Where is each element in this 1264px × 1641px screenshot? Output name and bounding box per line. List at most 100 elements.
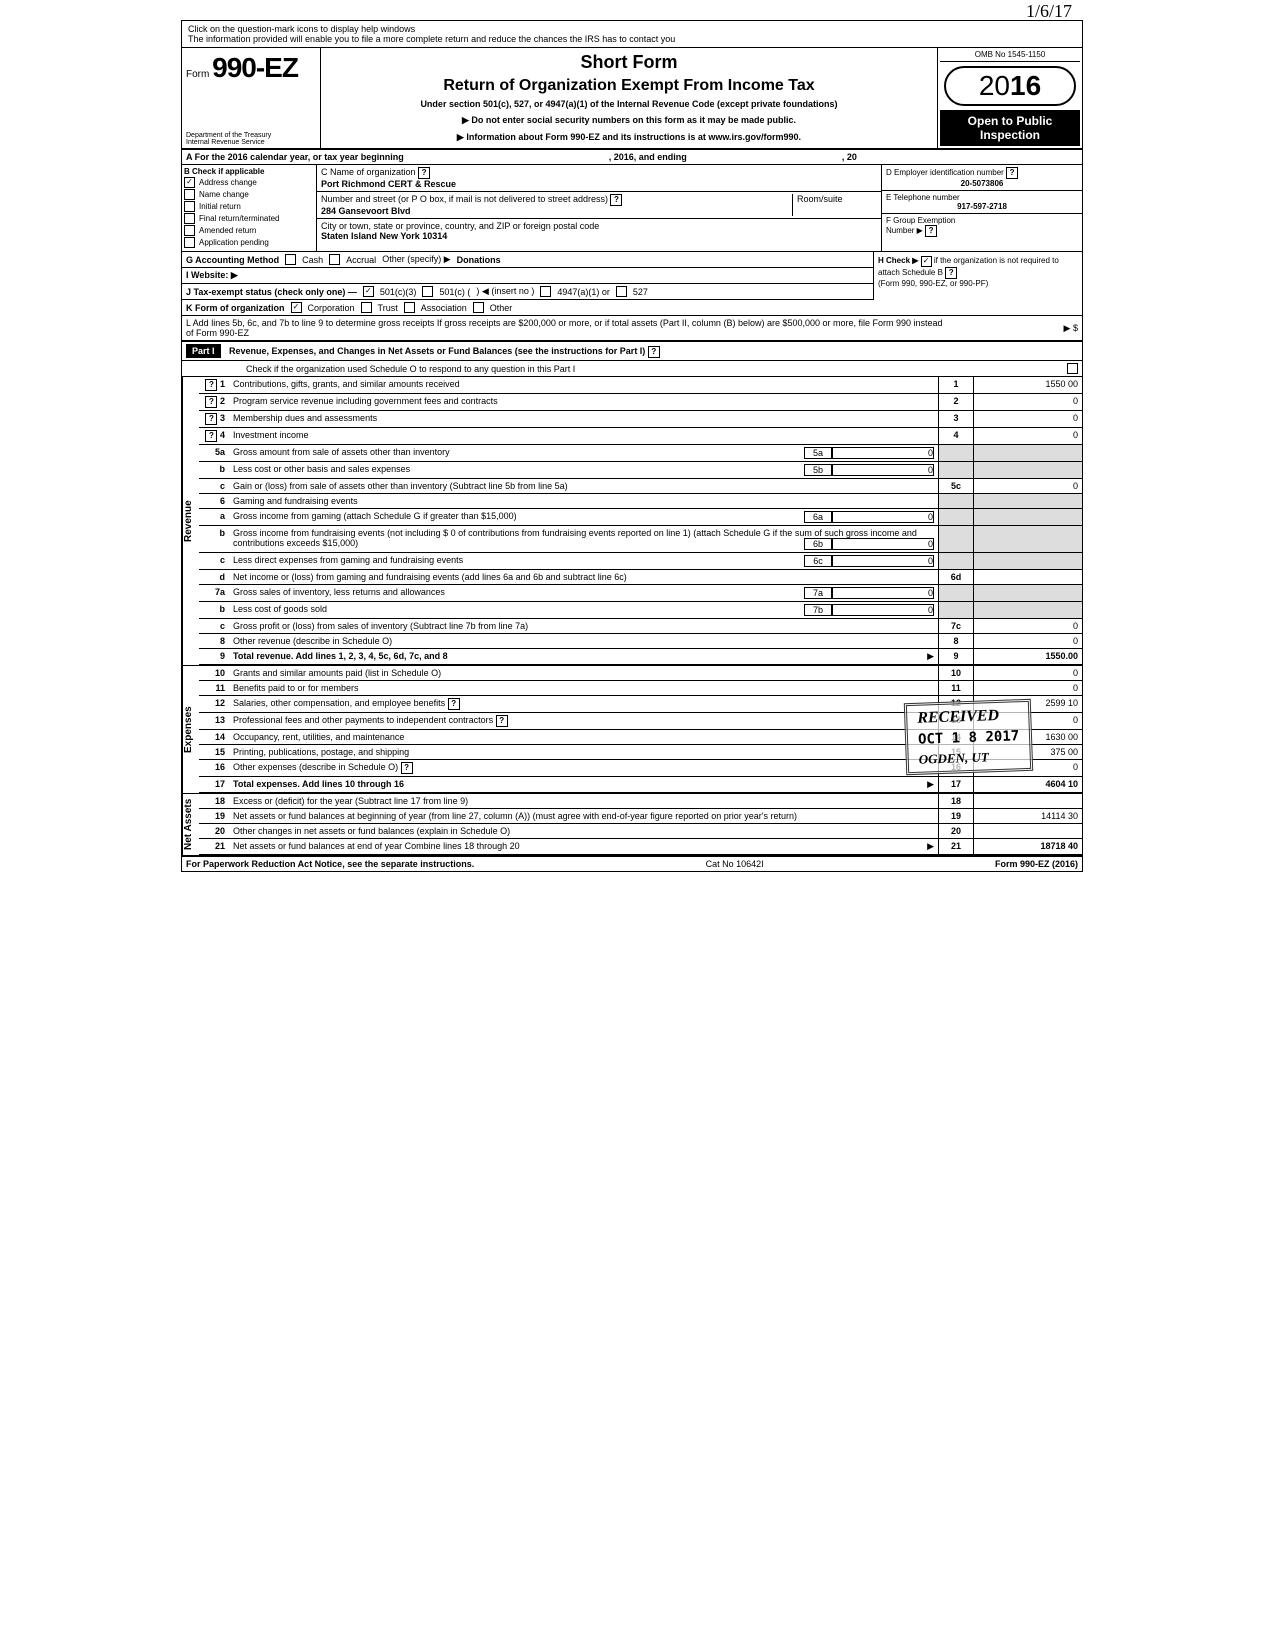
- stamp-received: RECEIVED: [917, 706, 1019, 728]
- footer-right: Form 990-EZ (2016): [995, 859, 1078, 869]
- help-icon[interactable]: ?: [1006, 167, 1018, 179]
- footer-left: For Paperwork Reduction Act Notice, see …: [186, 859, 474, 869]
- org-name: Port Richmond CERT & Rescue: [321, 179, 456, 189]
- section-b: B Check if applicable Address change Nam…: [182, 165, 317, 251]
- revenue-table: ? 1Contributions, gifts, grants, and sim…: [199, 377, 1082, 665]
- k-label: K Form of organization: [186, 303, 285, 313]
- section-l: L Add lines 5b, 6c, and 7b to line 9 to …: [182, 316, 1082, 342]
- check-cash[interactable]: [285, 254, 296, 265]
- help-banner: Click on the question-mark icons to disp…: [182, 21, 1082, 48]
- form-footer: For Paperwork Reduction Act Notice, see …: [182, 857, 1082, 871]
- dept-treasury: Department of the Treasury: [186, 132, 271, 139]
- help-icon[interactable]: ?: [648, 346, 660, 358]
- g-label: G Accounting Method: [186, 255, 279, 265]
- c-city-label: City or town, state or province, country…: [321, 221, 599, 231]
- d-label: D Employer identification number: [886, 168, 1004, 177]
- section-a-mid: , 2016, and ending: [609, 152, 687, 162]
- h-label: H Check ▶: [878, 256, 918, 265]
- note-ssn: ▶ Do not enter social security numbers o…: [325, 115, 933, 126]
- form-990ez: Click on the question-mark icons to disp…: [181, 20, 1083, 872]
- open-public-2: Inspection: [942, 128, 1078, 142]
- phone-value: 917-597-2718: [957, 202, 1007, 211]
- netassets-table: 18Excess or (deficit) for the year (Subt…: [199, 794, 1082, 855]
- subtitle: Under section 501(c), 527, or 4947(a)(1)…: [325, 99, 933, 109]
- header-left: Form 990-EZ Department of the Treasury I…: [182, 48, 321, 148]
- note-info: ▶ Information about Form 990-EZ and its …: [325, 132, 933, 143]
- part1-label: Part I: [186, 344, 221, 358]
- help-icon[interactable]: ?: [418, 167, 430, 179]
- help-icon[interactable]: ?: [610, 194, 622, 206]
- section-a: A For the 2016 calendar year, or tax yea…: [182, 150, 1082, 165]
- check-address[interactable]: [184, 177, 195, 188]
- c-name-label: C Name of organization: [321, 167, 416, 177]
- handwritten-date: 1/6/17: [1026, 1, 1072, 22]
- i-label: I Website: ▶: [186, 270, 238, 281]
- check-accrual[interactable]: [329, 254, 340, 265]
- check-501c[interactable]: [422, 286, 433, 297]
- section-b-label: B Check if applicable: [184, 167, 314, 176]
- city-state-zip: Staten Island New York 10314: [321, 231, 447, 241]
- check-corp[interactable]: [291, 302, 302, 313]
- revenue-section: Revenue ? 1Contributions, gifts, grants,…: [182, 377, 1082, 666]
- help-icon[interactable]: ?: [925, 225, 937, 237]
- section-g: G Accounting Method Cash Accrual Other (…: [182, 252, 873, 268]
- form-prefix: Form: [186, 69, 209, 80]
- return-title: Return of Organization Exempt From Incom…: [325, 77, 933, 95]
- stamp-ogden: OGDEN, UT: [918, 748, 1020, 768]
- section-a-end: , 20: [842, 152, 857, 162]
- help-line1: Click on the question-mark icons to disp…: [188, 24, 1076, 34]
- footer-mid: Cat No 10642I: [706, 859, 764, 869]
- check-schedule-o[interactable]: [1067, 363, 1078, 374]
- c-street-label: Number and street (or P O box, if mail i…: [321, 194, 608, 204]
- sections-d-e-f: D Employer identification number ? 20-50…: [881, 165, 1082, 251]
- short-form-title: Short Form: [325, 52, 933, 73]
- j-label: J Tax-exempt status (check only one) —: [186, 287, 357, 297]
- f-label2: Number ▶: [886, 226, 923, 235]
- form-number: 990-EZ: [212, 52, 298, 83]
- year-prefix: 20: [979, 70, 1010, 101]
- check-name[interactable]: [184, 189, 195, 200]
- check-pending[interactable]: [184, 237, 195, 248]
- l-text: L Add lines 5b, 6c, and 7b to line 9 to …: [186, 318, 952, 338]
- open-public-1: Open to Public: [942, 114, 1078, 128]
- e-label: E Telephone number: [886, 193, 960, 202]
- part1-title: Revenue, Expenses, and Changes in Net As…: [229, 346, 645, 356]
- check-501c3[interactable]: [363, 286, 374, 297]
- header-center: Short Form Return of Organization Exempt…: [321, 48, 938, 148]
- section-j: J Tax-exempt status (check only one) — 5…: [182, 284, 873, 300]
- check-assoc[interactable]: [404, 302, 415, 313]
- netassets-section: Net Assets 18Excess or (deficit) for the…: [182, 794, 1082, 857]
- section-c: C Name of organization ? Port Richmond C…: [317, 165, 881, 251]
- section-k: K Form of organization Corporation Trust…: [182, 300, 1082, 316]
- received-stamp: RECEIVED OCT 1 8 2017 OGDEN, UT: [904, 699, 1034, 775]
- check-final[interactable]: [184, 213, 195, 224]
- section-a-label: A For the 2016 calendar year, or tax yea…: [186, 152, 404, 162]
- f-label: F Group Exemption: [886, 216, 955, 225]
- sections-b-to-f: B Check if applicable Address change Nam…: [182, 165, 1082, 251]
- revenue-label: Revenue: [182, 377, 199, 665]
- stamp-date: OCT 1 8 2017: [918, 728, 1020, 748]
- header-right: 1/6/17 OMB No 1545-1150 2016 Open to Pub…: [938, 48, 1082, 148]
- part-1-header: Part I Revenue, Expenses, and Changes in…: [182, 342, 1082, 361]
- expenses-label: Expenses: [182, 666, 199, 793]
- help-icon[interactable]: ?: [945, 267, 957, 279]
- check-amended[interactable]: [184, 225, 195, 236]
- room-label: Room/suite: [797, 194, 843, 204]
- ein-value: 20-5073806: [961, 179, 1004, 188]
- section-h: H Check ▶ if the organization is not req…: [873, 252, 1082, 300]
- netassets-label: Net Assets: [182, 794, 199, 855]
- form-header: Form 990-EZ Department of the Treasury I…: [182, 48, 1082, 150]
- dept-irs: Internal Revenue Service: [186, 139, 271, 146]
- h-text2: (Form 990, 990-EZ, or 990-PF): [878, 279, 988, 288]
- g-other-value: Donations: [457, 255, 501, 265]
- help-line2: The information provided will enable you…: [188, 34, 1076, 44]
- check-h[interactable]: [921, 256, 932, 267]
- check-4947[interactable]: [540, 286, 551, 297]
- check-527[interactable]: [616, 286, 627, 297]
- check-initial[interactable]: [184, 201, 195, 212]
- check-trust[interactable]: [361, 302, 372, 313]
- check-other[interactable]: [473, 302, 484, 313]
- part1-check: Check if the organization used Schedule …: [182, 361, 1082, 377]
- omb-number: OMB No 1545-1150: [940, 50, 1080, 62]
- part1-check-text: Check if the organization used Schedule …: [246, 364, 575, 374]
